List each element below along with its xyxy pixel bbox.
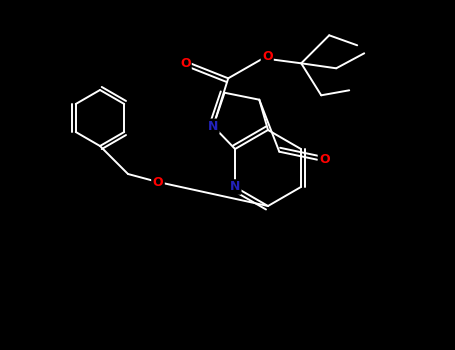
Text: N: N <box>208 120 218 133</box>
Text: O: O <box>180 57 191 70</box>
Text: O: O <box>319 153 329 166</box>
Text: N: N <box>230 181 240 194</box>
Text: O: O <box>153 175 163 189</box>
Text: O: O <box>262 50 273 63</box>
Text: O: O <box>153 175 163 189</box>
